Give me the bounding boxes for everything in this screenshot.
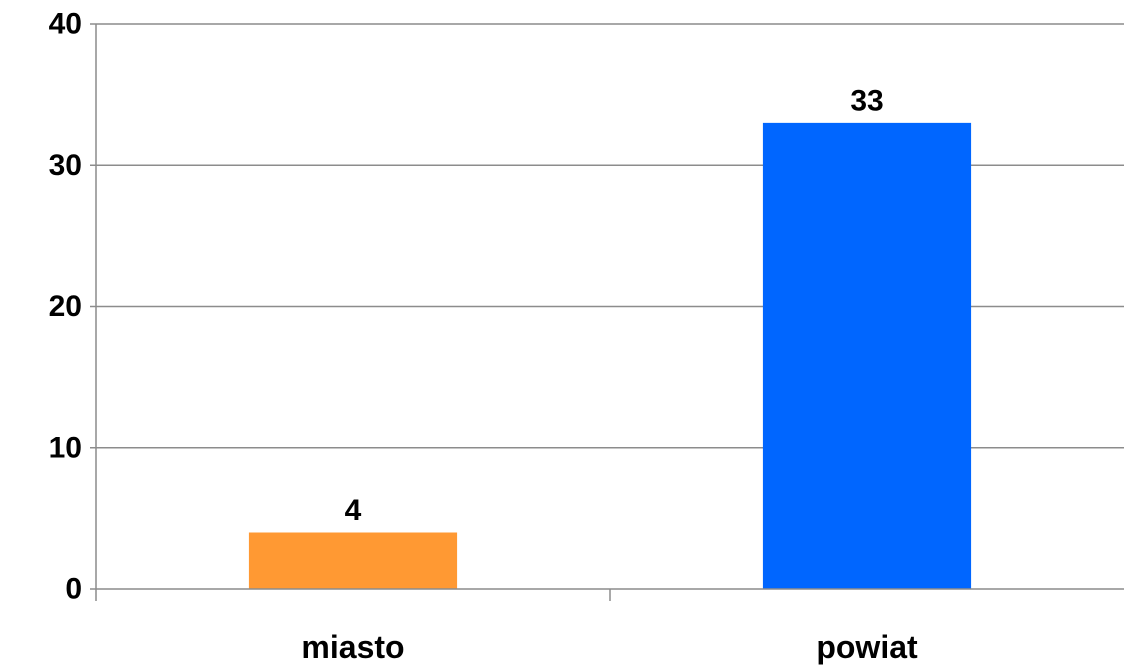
y-tick-label: 20: [49, 290, 82, 323]
category-label-powiat: powiat: [816, 629, 918, 665]
category-label-miasto: miasto: [301, 629, 404, 665]
labels: 0 10 20 30 40 4 miasto 33 powiat: [49, 8, 918, 666]
y-tick-label: 40: [49, 8, 82, 41]
axes: [90, 23, 1124, 601]
bar-miasto: [248, 532, 458, 589]
bar-powiat: [762, 122, 972, 589]
data-label-powiat: 33: [850, 84, 883, 117]
data-label-miasto: 4: [345, 494, 362, 527]
bars: [248, 122, 972, 589]
y-tick-label: 0: [65, 573, 82, 606]
y-tick-label: 30: [49, 149, 82, 182]
y-tick-label: 10: [49, 431, 82, 464]
